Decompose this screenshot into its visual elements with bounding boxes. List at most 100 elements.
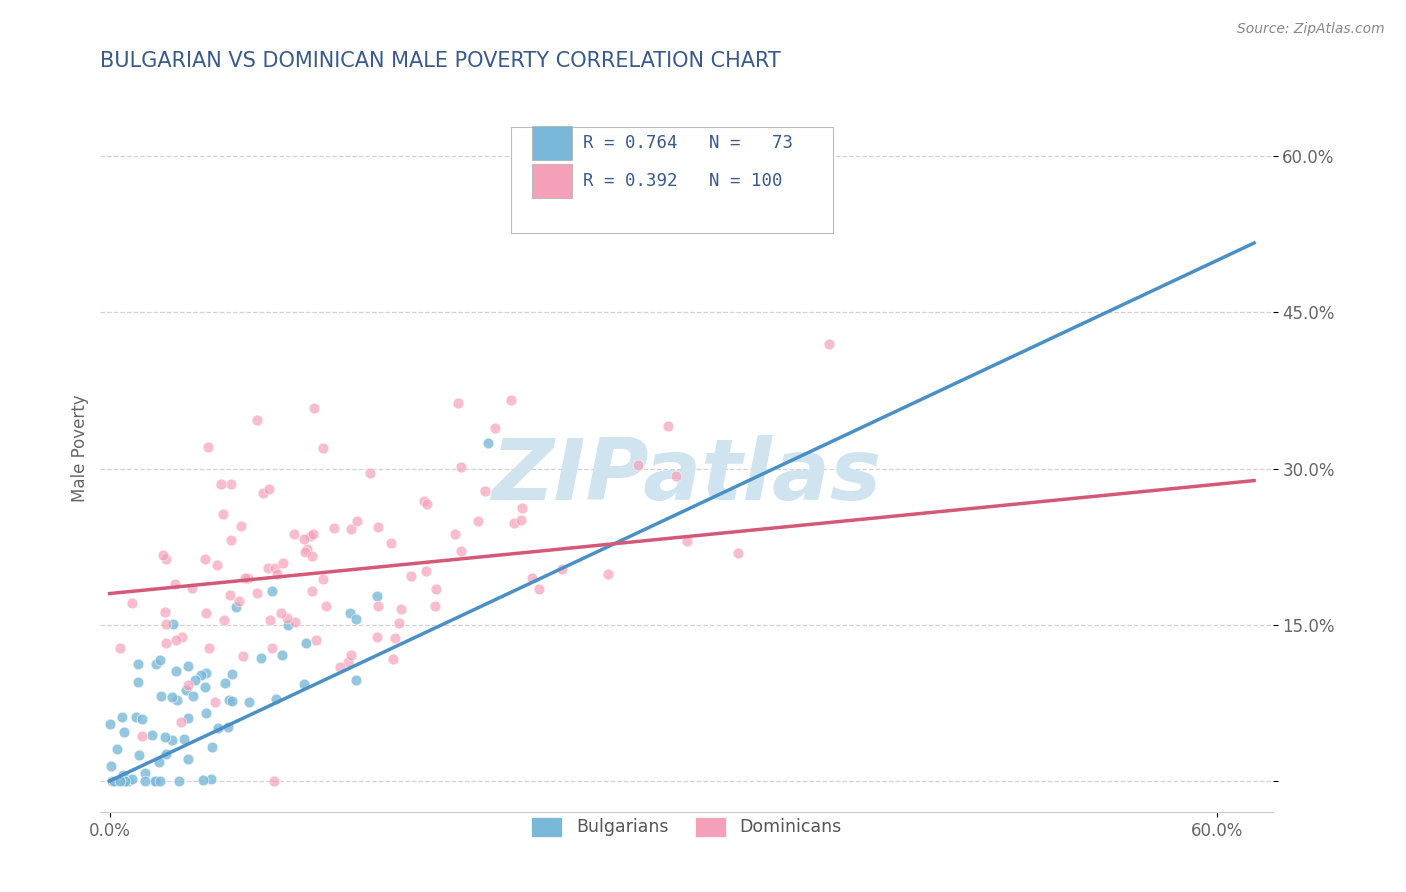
Point (204, 695, 226, 709)
Point (170, 715, 193, 730)
Point (207, 721, 229, 735)
Point (115, 774, 138, 789)
Point (413, 494, 436, 508)
Point (298, 529, 321, 543)
Point (194, 706, 217, 721)
Point (346, 514, 368, 528)
Point (260, 584, 283, 599)
Point (145, 657, 167, 671)
Text: R = 0.764   N =   73: R = 0.764 N = 73 (583, 134, 793, 153)
Point (520, 571, 543, 585)
Point (252, 486, 274, 500)
Point (263, 561, 285, 575)
Point (467, 514, 489, 528)
Point (174, 682, 197, 697)
Point (125, 710, 148, 724)
Point (201, 739, 224, 754)
Point (112, 724, 135, 739)
Point (477, 435, 499, 450)
Point (198, 640, 221, 655)
Point (121, 772, 143, 786)
Point (195, 607, 218, 621)
Point (344, 673, 367, 688)
Point (527, 582, 550, 597)
Point (257, 483, 280, 497)
Point (337, 655, 360, 669)
Point (108, 774, 131, 789)
Point (382, 652, 405, 666)
Point (197, 441, 219, 455)
Point (447, 396, 470, 410)
Point (415, 564, 437, 578)
Point (221, 476, 243, 491)
Point (444, 526, 467, 541)
Point (218, 693, 240, 707)
Point (160, 732, 183, 747)
Point (474, 484, 496, 499)
Text: Source: ZipAtlas.com: Source: ZipAtlas.com (1237, 22, 1385, 37)
Point (238, 695, 260, 709)
Point (501, 392, 523, 407)
Point (367, 520, 389, 534)
Point (184, 673, 207, 687)
Point (301, 527, 323, 541)
Point (250, 650, 273, 665)
Point (193, 680, 215, 694)
Point (191, 772, 214, 787)
Point (127, 675, 149, 690)
Point (141, 728, 163, 742)
Point (112, 768, 135, 782)
Point (292, 677, 315, 691)
Point (211, 507, 233, 521)
Point (260, 641, 283, 656)
Point (384, 631, 406, 645)
Point (103, 773, 125, 788)
Point (484, 420, 506, 434)
Point (246, 413, 269, 427)
Point (294, 532, 316, 546)
Point (818, 337, 841, 351)
Point (107, 774, 129, 789)
Point (165, 665, 187, 679)
Point (176, 678, 198, 692)
Point (510, 513, 533, 527)
Point (173, 731, 195, 746)
Point (195, 666, 218, 681)
Point (149, 774, 172, 789)
Point (149, 689, 172, 703)
Point (148, 653, 170, 667)
Point (112, 774, 135, 789)
Point (294, 545, 316, 559)
Point (389, 602, 412, 616)
Point (246, 586, 269, 600)
Point (259, 613, 281, 627)
Point (162, 617, 184, 632)
Point (380, 536, 402, 550)
Point (145, 774, 167, 789)
Point (114, 774, 136, 789)
Point (221, 667, 243, 681)
Point (98, 716, 121, 731)
Point (284, 615, 307, 629)
Point (155, 636, 177, 650)
Text: BULGARIAN VS DOMINICAN MALE POVERTY CORRELATION CHART: BULGARIAN VS DOMINICAN MALE POVERTY CORR… (100, 51, 782, 70)
Point (177, 711, 200, 725)
FancyBboxPatch shape (531, 127, 572, 160)
Point (339, 606, 361, 620)
Point (190, 668, 212, 682)
Point (218, 588, 240, 602)
Point (181, 581, 204, 595)
Point (219, 533, 242, 547)
Point (121, 596, 143, 610)
Point (301, 583, 323, 598)
Point (270, 606, 292, 620)
Point (301, 549, 323, 563)
Point (232, 649, 254, 664)
Point (155, 747, 177, 761)
Point (110, 710, 132, 724)
Point (177, 659, 200, 673)
Point (294, 635, 316, 649)
Point (366, 631, 388, 645)
Point (105, 742, 128, 756)
Point (305, 633, 328, 648)
